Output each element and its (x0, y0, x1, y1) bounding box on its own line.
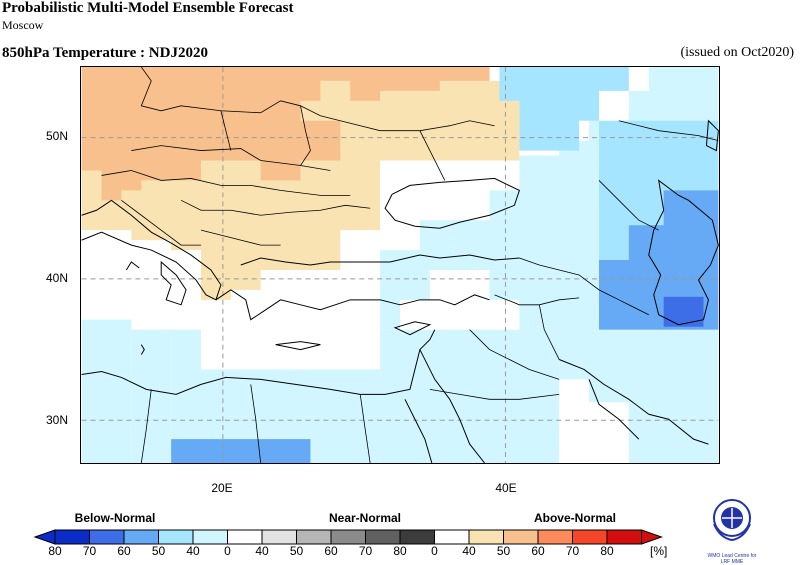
legend-color-box (537, 529, 573, 545)
legend-color-box (158, 529, 194, 545)
legend-color-box (503, 529, 539, 545)
legend-above-normal: Above-Normal (533, 511, 616, 525)
legend-color-box (192, 529, 228, 545)
legend-tick-label: 70 (82, 544, 97, 558)
variable-label: 850hPa Temperature : NDJ2020 (2, 45, 208, 61)
forecast-map (80, 66, 720, 464)
legend-near-normal: Near-Normal (328, 511, 402, 525)
country-borders (101, 67, 719, 463)
legend-tick-label: 40 (462, 544, 476, 558)
legend-unit: [%] (650, 544, 668, 558)
legend-tick-label: 70 (565, 544, 580, 558)
below-normal-60-70-regions (171, 190, 719, 463)
legend-color-box (606, 529, 642, 545)
legend-tick-label: 50 (496, 544, 511, 558)
legend-tick-label: 0 (431, 544, 438, 558)
coastlines (81, 119, 719, 463)
lat-label-30n: 30N (45, 413, 68, 427)
logo-line-1: WMO Lead Centre for (707, 553, 757, 559)
legend-tick-label: 80 (600, 544, 614, 558)
lat-label-40n: 40N (45, 271, 68, 285)
lon-label-40e: 40E (495, 481, 517, 495)
legend-color-box (89, 529, 125, 545)
legend-tick-label: 70 (358, 544, 373, 558)
legend-tick-label: 40 (186, 544, 200, 558)
legend-ticks: 80 70 60 50 40 0 40 50 60 70 80 0 40 50 60 70 80 (0, 544, 700, 560)
legend-color-box (330, 529, 366, 545)
legend-color-box (399, 529, 435, 545)
legend-color-box (572, 529, 608, 545)
page-title: Probabilistic Multi-Model Ensemble Forec… (2, 0, 294, 16)
legend-color-box (468, 529, 504, 545)
legend-tick-label: 50 (289, 544, 304, 558)
legend-color-box (261, 529, 297, 545)
map-canvas (81, 67, 719, 463)
legend-color-box (54, 529, 90, 545)
legend-colorbar (33, 529, 664, 545)
wmo-logo: WMO Lead Centre for LRF MME (700, 496, 764, 565)
legend-tick-label: 60 (324, 544, 338, 558)
legend-color-box (296, 529, 332, 545)
legend-color-box (365, 529, 401, 545)
legend-tick-label: 0 (224, 544, 231, 558)
legend-tick-label: 40 (255, 544, 269, 558)
legend-arrow-right (641, 529, 664, 545)
legend-tick-label: 60 (531, 544, 545, 558)
legend-tick-label: 80 (48, 544, 62, 558)
legend-tick-label: 50 (151, 544, 166, 558)
legend-arrow-left (33, 529, 56, 545)
wmo-emblem-icon (713, 499, 751, 542)
legend-below-normal: Below-Normal (74, 511, 156, 525)
legend-tick-label: 80 (393, 544, 407, 558)
lon-label-20e: 20E (211, 481, 233, 495)
issued-date: (issued on Oct2020) (680, 45, 794, 60)
legend-color-box (434, 529, 470, 545)
page-subtitle: Moscow (2, 18, 44, 32)
legend-color-box (227, 529, 263, 545)
below-normal-70-80-regions (663, 296, 704, 327)
graticule (81, 67, 719, 463)
lat-label-50n: 50N (45, 129, 68, 143)
legend-color-box (123, 529, 159, 545)
legend-tick-label: 60 (117, 544, 131, 558)
